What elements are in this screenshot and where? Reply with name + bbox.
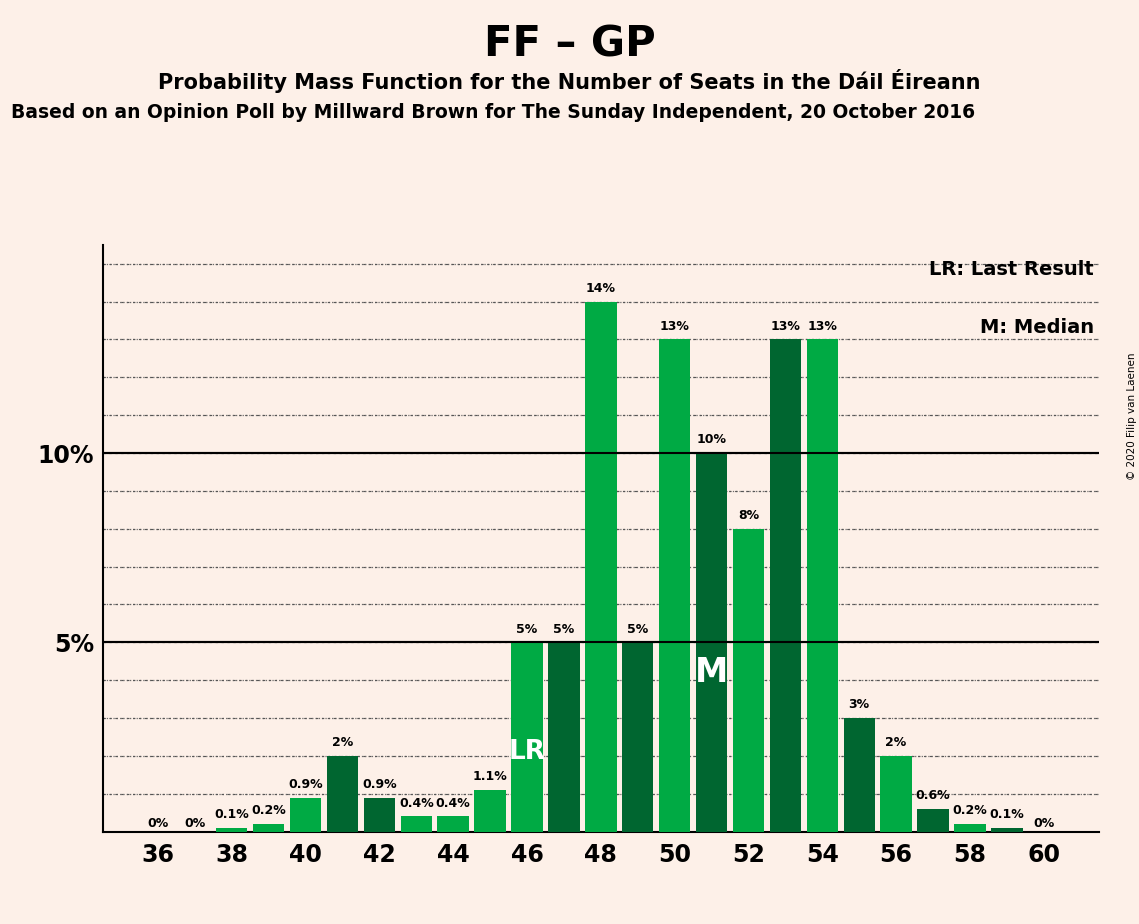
- Bar: [511, 642, 542, 832]
- Bar: [475, 790, 506, 832]
- Bar: [696, 453, 727, 832]
- Text: 3%: 3%: [849, 699, 870, 711]
- Text: 2%: 2%: [331, 736, 353, 749]
- Text: 0.2%: 0.2%: [952, 804, 988, 817]
- Bar: [954, 824, 985, 832]
- Text: 13%: 13%: [659, 320, 689, 333]
- Text: M: Median: M: Median: [980, 318, 1095, 337]
- Text: Based on an Opinion Poll by Millward Brown for The Sunday Independent, 20 Octobe: Based on an Opinion Poll by Millward Bro…: [11, 103, 975, 123]
- Text: 0.1%: 0.1%: [214, 808, 249, 821]
- Bar: [844, 718, 875, 832]
- Text: M: M: [695, 656, 728, 689]
- Text: 14%: 14%: [585, 282, 616, 295]
- Text: 0.9%: 0.9%: [362, 778, 396, 791]
- Text: © 2020 Filip van Laenen: © 2020 Filip van Laenen: [1126, 352, 1137, 480]
- Text: 0%: 0%: [147, 817, 169, 830]
- Bar: [548, 642, 580, 832]
- Bar: [770, 339, 801, 832]
- Bar: [363, 797, 395, 832]
- Text: 13%: 13%: [770, 320, 801, 333]
- Text: FF – GP: FF – GP: [484, 23, 655, 65]
- Text: 0.4%: 0.4%: [436, 796, 470, 809]
- Text: LR: Last Result: LR: Last Result: [929, 260, 1095, 278]
- Text: 5%: 5%: [628, 623, 648, 636]
- Text: 13%: 13%: [808, 320, 837, 333]
- Text: Probability Mass Function for the Number of Seats in the Dáil Éireann: Probability Mass Function for the Number…: [158, 69, 981, 93]
- Bar: [622, 642, 654, 832]
- Text: 5%: 5%: [554, 623, 574, 636]
- Text: LR: LR: [508, 739, 546, 765]
- Bar: [327, 756, 358, 832]
- Text: 0%: 0%: [185, 817, 205, 830]
- Bar: [659, 339, 690, 832]
- Text: 2%: 2%: [885, 736, 907, 749]
- Bar: [880, 756, 912, 832]
- Bar: [289, 797, 321, 832]
- Text: 0%: 0%: [1033, 817, 1055, 830]
- Text: 0.6%: 0.6%: [916, 789, 950, 802]
- Text: 0.2%: 0.2%: [252, 804, 286, 817]
- Text: 0.1%: 0.1%: [990, 808, 1024, 821]
- Bar: [401, 817, 432, 832]
- Bar: [991, 828, 1023, 832]
- Text: 1.1%: 1.1%: [473, 770, 508, 784]
- Bar: [917, 808, 949, 832]
- Bar: [732, 529, 764, 832]
- Bar: [585, 301, 616, 832]
- Text: 5%: 5%: [516, 623, 538, 636]
- Text: 0.4%: 0.4%: [399, 796, 434, 809]
- Text: 8%: 8%: [738, 509, 759, 522]
- Bar: [253, 824, 285, 832]
- Bar: [216, 828, 247, 832]
- Text: 0.9%: 0.9%: [288, 778, 322, 791]
- Bar: [437, 817, 469, 832]
- Text: 10%: 10%: [697, 433, 727, 446]
- Bar: [806, 339, 838, 832]
